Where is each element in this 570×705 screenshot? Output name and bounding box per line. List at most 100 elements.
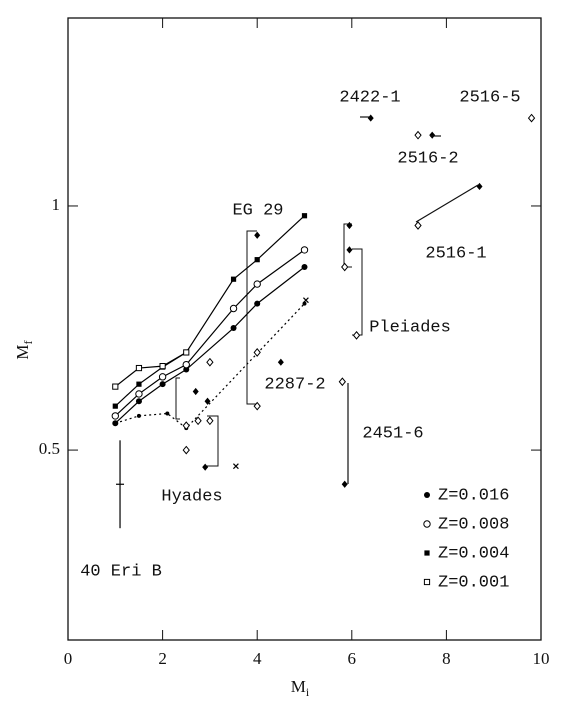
series — [111, 246, 309, 420]
point — [135, 364, 143, 372]
legend-marker — [423, 520, 431, 528]
point — [253, 401, 261, 411]
bracket — [175, 377, 180, 420]
legend-marker — [424, 492, 430, 498]
point — [112, 383, 119, 390]
annotation: Hyades — [161, 487, 222, 506]
bracket — [207, 415, 219, 467]
point — [113, 421, 118, 426]
point — [112, 403, 118, 409]
series — [232, 297, 309, 470]
point — [135, 398, 142, 405]
point — [159, 381, 166, 388]
x-tick-label: 4 — [253, 649, 262, 668]
x-tick-label: 0 — [64, 649, 73, 668]
legend-label: Z=0.004 — [438, 544, 509, 563]
point — [302, 297, 309, 304]
point — [277, 358, 284, 366]
legend-marker — [423, 578, 431, 586]
series-line — [114, 351, 187, 388]
point — [352, 330, 361, 340]
x-tick-label: 8 — [442, 649, 451, 668]
series — [112, 349, 190, 390]
point — [367, 114, 374, 122]
point — [476, 182, 483, 191]
point — [183, 349, 190, 356]
point — [346, 246, 353, 254]
point — [300, 246, 309, 254]
x-tick-label: 2 — [158, 649, 167, 668]
legend-label: Z=0.016 — [438, 486, 509, 505]
point — [232, 463, 239, 470]
point — [202, 463, 209, 471]
point — [136, 381, 142, 387]
annotation: 40 Eri B — [80, 562, 162, 581]
point — [414, 130, 422, 140]
x-axis-label: Mi — [291, 677, 310, 699]
point — [165, 411, 170, 416]
point — [158, 373, 167, 381]
annotation: 2287-2 — [264, 375, 325, 394]
bracket — [246, 230, 257, 405]
point — [346, 221, 353, 230]
point — [230, 325, 237, 332]
point — [414, 221, 422, 230]
point — [206, 416, 214, 426]
point — [136, 413, 141, 418]
annotation: Pleiades — [369, 318, 451, 337]
x-tick-label: 10 — [533, 649, 550, 668]
legend-item: Z=0.004 — [424, 544, 509, 563]
connector — [415, 184, 479, 223]
y-label-sub: f — [21, 340, 35, 344]
legend-item: Z=0.016 — [424, 486, 509, 505]
y-label-main: M — [13, 344, 32, 359]
point — [229, 304, 238, 313]
series-line — [114, 266, 305, 424]
legend-label: Z=0.001 — [438, 573, 509, 592]
point — [301, 263, 308, 270]
point — [182, 421, 190, 431]
bracket — [343, 223, 352, 268]
y-tick-label: 0.5 — [39, 439, 60, 458]
point — [253, 280, 261, 288]
series-line — [115, 303, 305, 429]
point — [253, 348, 261, 357]
annotation: EG 29 — [232, 201, 283, 220]
point — [204, 397, 211, 405]
point — [429, 131, 436, 139]
point — [254, 300, 261, 307]
point — [301, 213, 308, 219]
legend-item: Z=0.001 — [423, 573, 509, 592]
point — [254, 231, 261, 239]
point — [230, 276, 237, 282]
point — [182, 445, 190, 455]
x-label-sub: i — [306, 685, 310, 699]
plot-frame — [67, 17, 542, 641]
point — [111, 412, 120, 420]
x-tick-label: 6 — [348, 649, 357, 668]
series — [116, 440, 125, 529]
y-axis-label: Mf — [13, 340, 35, 359]
point — [527, 113, 536, 123]
point — [341, 480, 348, 488]
series — [182, 113, 536, 455]
annotation: 2516-5 — [459, 88, 520, 107]
series — [112, 263, 308, 427]
brackets — [175, 223, 363, 467]
point — [338, 377, 346, 387]
annotation: 2451-6 — [362, 424, 423, 443]
y-tick-label: 1 — [52, 195, 61, 214]
point — [194, 416, 202, 426]
x-label-main: M — [291, 677, 306, 696]
legend-item: Z=0.008 — [423, 515, 509, 534]
point — [192, 387, 199, 396]
point — [159, 363, 166, 370]
legend-marker — [424, 550, 430, 556]
annotation: 2516-1 — [425, 244, 486, 263]
series — [192, 114, 483, 488]
point — [182, 360, 190, 369]
annotation: 2516-2 — [397, 149, 458, 168]
bracket — [352, 248, 363, 336]
point — [341, 262, 349, 272]
